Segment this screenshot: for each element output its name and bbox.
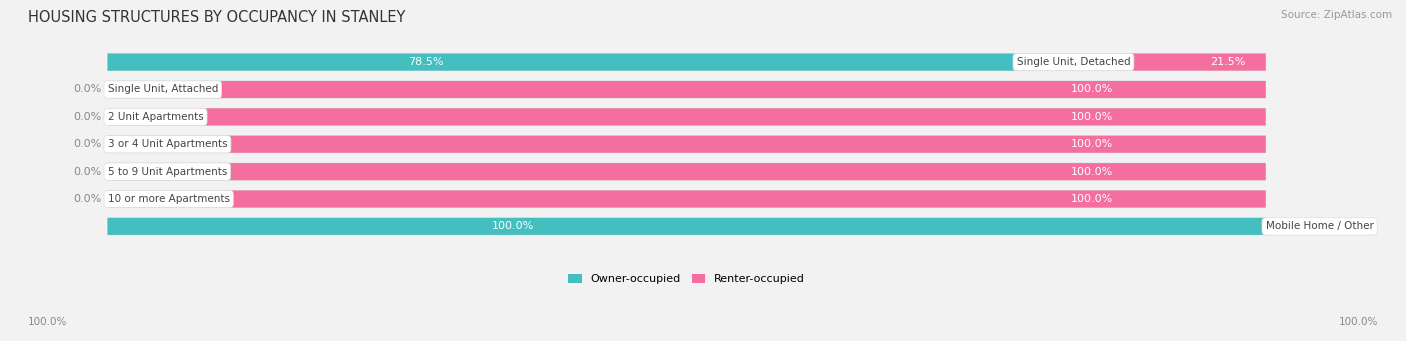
- Text: 5 to 9 Unit Apartments: 5 to 9 Unit Apartments: [108, 167, 226, 177]
- Text: 100.0%: 100.0%: [492, 221, 534, 232]
- FancyBboxPatch shape: [108, 191, 1265, 208]
- FancyBboxPatch shape: [108, 136, 1265, 153]
- FancyBboxPatch shape: [108, 163, 1265, 180]
- Text: 100.0%: 100.0%: [1071, 85, 1114, 94]
- Text: 100.0%: 100.0%: [1071, 167, 1114, 177]
- FancyBboxPatch shape: [108, 218, 1265, 235]
- FancyBboxPatch shape: [108, 136, 1265, 153]
- Text: 2 Unit Apartments: 2 Unit Apartments: [108, 112, 204, 122]
- Text: 0.0%: 0.0%: [1277, 221, 1305, 232]
- Text: 0.0%: 0.0%: [73, 112, 101, 122]
- Text: 100.0%: 100.0%: [1071, 194, 1114, 204]
- Text: 100.0%: 100.0%: [1071, 139, 1114, 149]
- Legend: Owner-occupied, Renter-occupied: Owner-occupied, Renter-occupied: [564, 269, 810, 288]
- Text: 3 or 4 Unit Apartments: 3 or 4 Unit Apartments: [108, 139, 228, 149]
- FancyBboxPatch shape: [108, 108, 1265, 125]
- Text: Single Unit, Detached: Single Unit, Detached: [1017, 57, 1130, 67]
- FancyBboxPatch shape: [108, 218, 1265, 235]
- Text: Single Unit, Attached: Single Unit, Attached: [108, 85, 218, 94]
- Text: 10 or more Apartments: 10 or more Apartments: [108, 194, 229, 204]
- Text: Mobile Home / Other: Mobile Home / Other: [1265, 221, 1374, 232]
- FancyBboxPatch shape: [108, 54, 1017, 71]
- FancyBboxPatch shape: [108, 81, 1265, 98]
- FancyBboxPatch shape: [108, 54, 1265, 71]
- Text: HOUSING STRUCTURES BY OCCUPANCY IN STANLEY: HOUSING STRUCTURES BY OCCUPANCY IN STANL…: [28, 10, 405, 25]
- Text: 78.5%: 78.5%: [408, 57, 443, 67]
- Text: 0.0%: 0.0%: [73, 85, 101, 94]
- Text: 21.5%: 21.5%: [1211, 57, 1246, 67]
- FancyBboxPatch shape: [108, 191, 1265, 208]
- Text: 100.0%: 100.0%: [1071, 112, 1114, 122]
- Text: 0.0%: 0.0%: [73, 167, 101, 177]
- Text: Source: ZipAtlas.com: Source: ZipAtlas.com: [1281, 10, 1392, 20]
- FancyBboxPatch shape: [108, 81, 1265, 98]
- FancyBboxPatch shape: [108, 108, 1265, 125]
- Text: 100.0%: 100.0%: [1339, 317, 1378, 327]
- FancyBboxPatch shape: [1017, 54, 1265, 71]
- Text: 0.0%: 0.0%: [73, 194, 101, 204]
- Text: 0.0%: 0.0%: [73, 139, 101, 149]
- Text: 100.0%: 100.0%: [28, 317, 67, 327]
- FancyBboxPatch shape: [108, 163, 1265, 180]
